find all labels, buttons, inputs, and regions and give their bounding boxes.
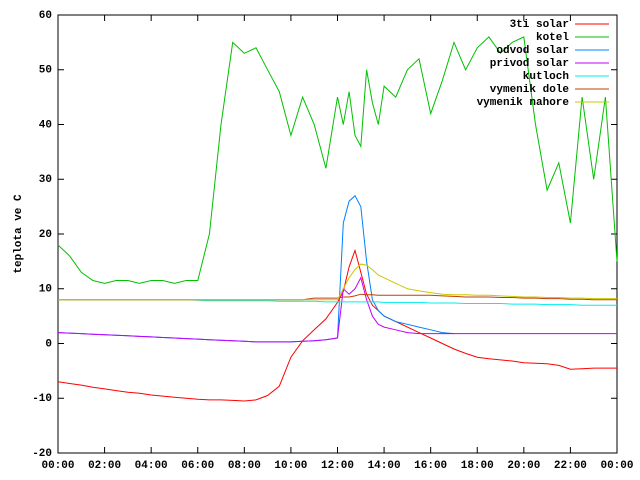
y-tick-label: 60 xyxy=(39,10,52,22)
series-line xyxy=(58,263,617,301)
x-tick-label: 22:00 xyxy=(554,460,587,472)
series-line xyxy=(57,276,617,343)
x-tick-label: 12:00 xyxy=(321,460,354,472)
y-tick-label: 30 xyxy=(39,174,52,186)
legend-label: kutloch xyxy=(523,71,569,83)
series-line xyxy=(57,248,617,402)
x-tick-label: 14:00 xyxy=(368,460,401,472)
y-tick-label: 0 xyxy=(45,338,52,350)
x-tick-label: 08:00 xyxy=(228,460,261,472)
x-tick-label: 20:00 xyxy=(507,460,540,472)
x-tick-label: 18:00 xyxy=(461,460,494,472)
x-tick-label: 02:00 xyxy=(88,460,121,472)
y-axis-label: teplota ve C xyxy=(13,194,25,274)
x-tick-label: 00:00 xyxy=(41,460,74,472)
y-tick-label: 40 xyxy=(39,119,52,131)
legend-label: privod solar xyxy=(490,58,569,70)
legend-label: 3ti solar xyxy=(510,19,569,31)
x-tick-label: 10:00 xyxy=(274,460,307,472)
y-tick-label: -20 xyxy=(32,448,52,460)
series-line xyxy=(57,36,618,284)
legend-label: vymenik dole xyxy=(490,84,570,96)
legend-label: odvod solar xyxy=(496,45,569,57)
y-tick-label: 10 xyxy=(39,284,52,296)
legend-label: vymenik nahore xyxy=(477,97,570,109)
x-tick-label: 16:00 xyxy=(414,460,447,472)
x-tick-label: 06:00 xyxy=(181,460,214,472)
y-tick-label: 20 xyxy=(39,229,52,241)
plot-border xyxy=(57,14,618,454)
legend-label: kotel xyxy=(536,32,569,44)
x-tick-label: 04:00 xyxy=(135,460,168,472)
y-tick-label: 50 xyxy=(39,65,52,77)
x-tick-label: 00:00 xyxy=(600,460,633,472)
y-tick-label: -10 xyxy=(32,393,52,405)
